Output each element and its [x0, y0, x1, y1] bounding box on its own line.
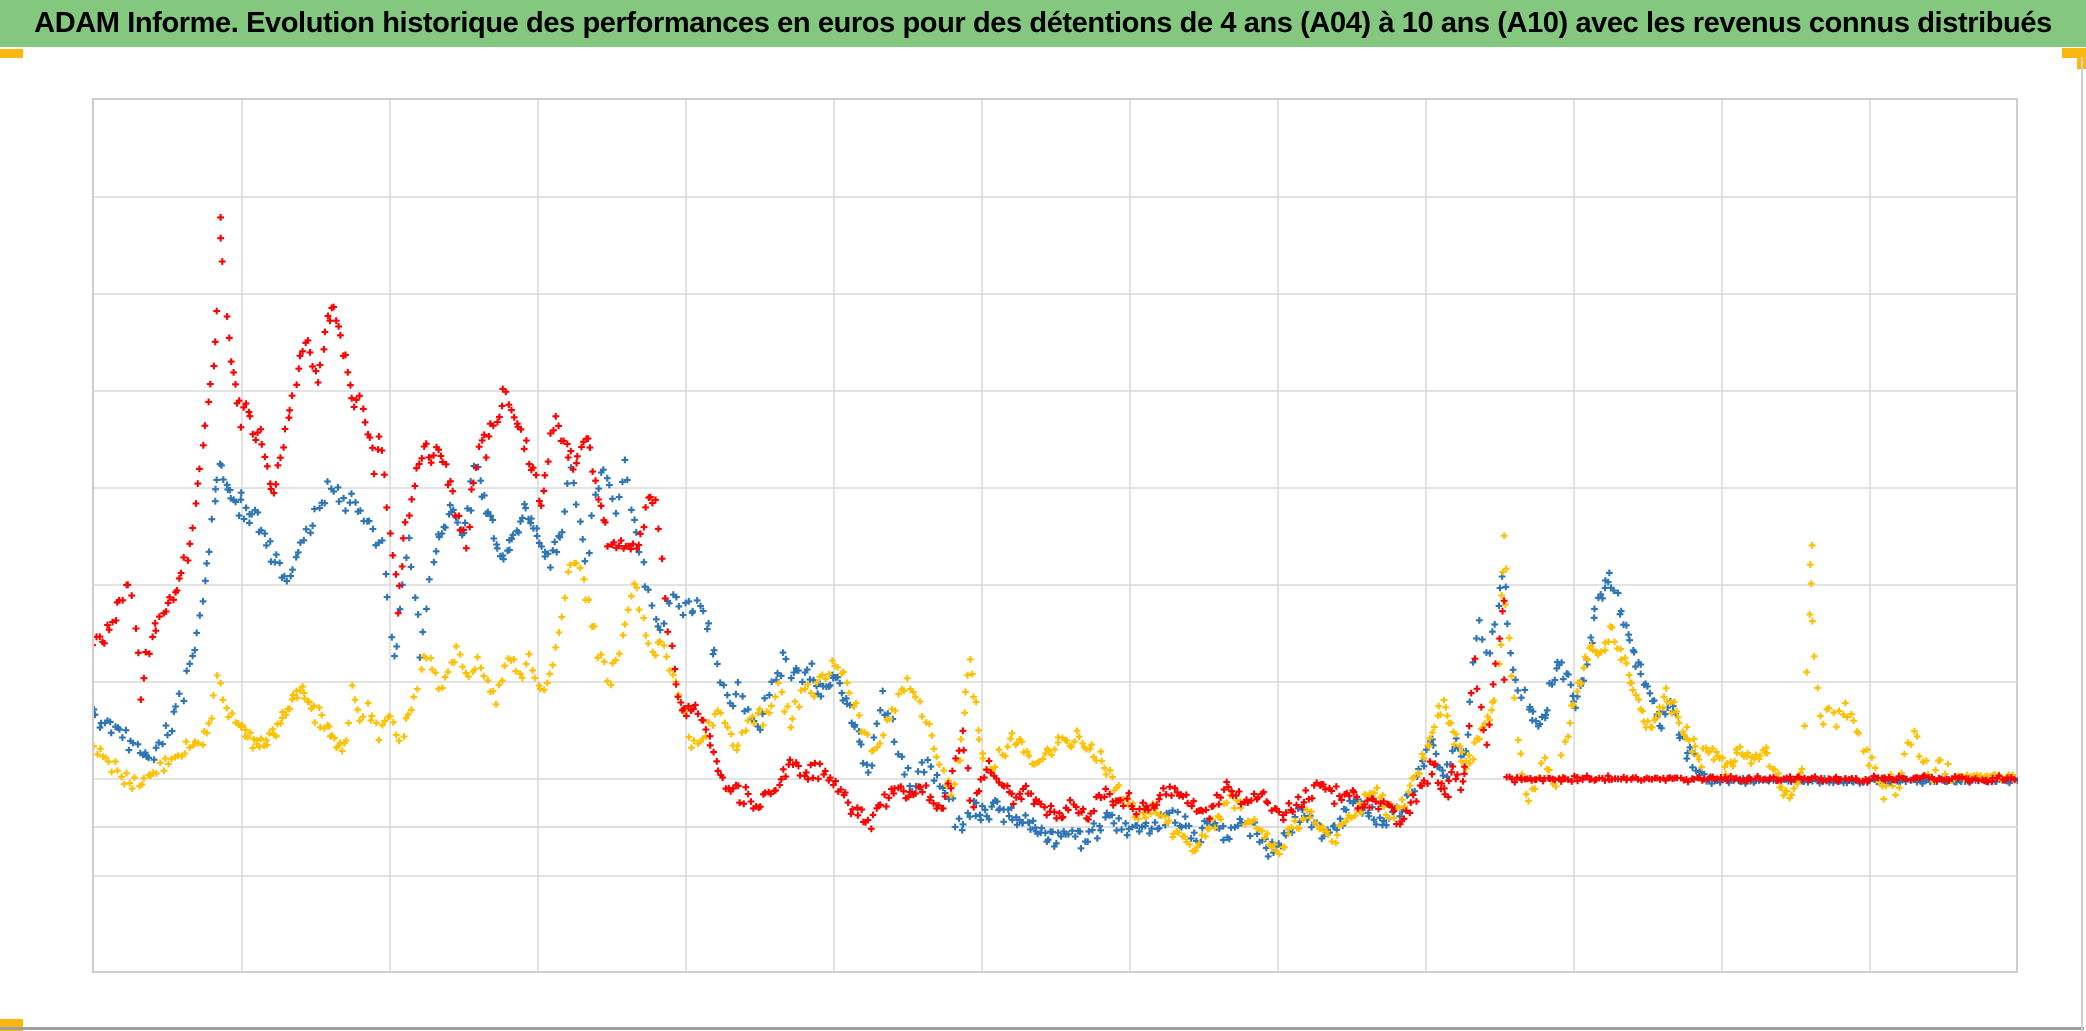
- page-corner-mark-top-right-h: [2062, 48, 2086, 58]
- chart-canvas: [94, 100, 2018, 973]
- red-series: [94, 214, 2018, 833]
- page-corner-mark-top-left: [0, 49, 23, 58]
- title-bar: ADAM Informe. Evolution historique des p…: [0, 0, 2086, 47]
- chart-series-group: [94, 214, 2018, 860]
- page-bottom-divider: [0, 1027, 2084, 1030]
- blue-series: [94, 456, 2018, 860]
- performance-scatter-chart[interactable]: [92, 98, 2018, 973]
- page-title: ADAM Informe. Evolution historique des p…: [34, 7, 2052, 39]
- page-right-edge-divider: [2081, 57, 2083, 1031]
